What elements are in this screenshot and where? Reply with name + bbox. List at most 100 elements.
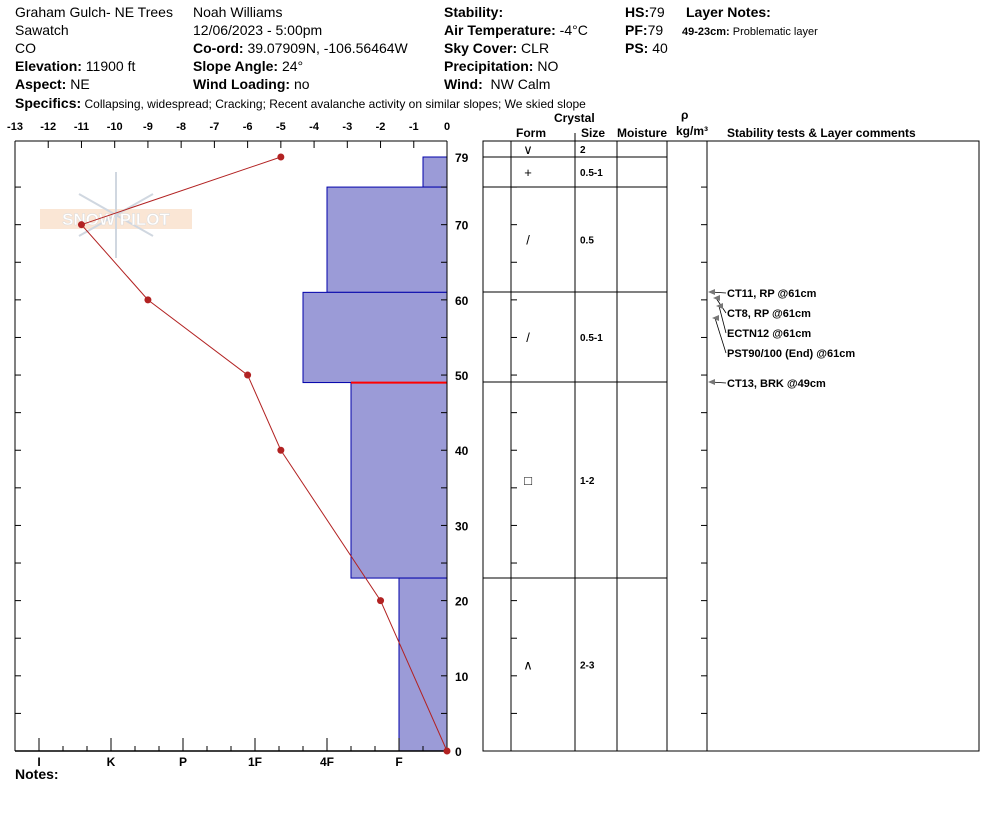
slope-angle: Slope Angle: 24° [193, 58, 304, 74]
temp-tick-label: -2 [376, 121, 386, 133]
form-header: Form [516, 126, 546, 140]
temperature-point [277, 153, 285, 161]
test-arrow-icon [712, 315, 719, 321]
stability-test-label: CT11, RP @61cm [727, 288, 817, 300]
snow-pilot-logo: SNOW PILOT [40, 172, 192, 258]
location: Graham Gulch- NE Trees [15, 4, 173, 20]
size-header: Size [581, 126, 606, 140]
temp-tick-label: -13 [7, 121, 23, 133]
state: CO [15, 40, 36, 56]
aspect: Aspect: NE [15, 76, 90, 92]
test-arrow-icon [713, 295, 720, 301]
grain-size: 0.5-1 [580, 168, 603, 179]
temp-tick-label: -10 [107, 121, 123, 133]
specifics: Specifics: Collapsing, widespread; Crack… [15, 95, 586, 111]
test-arrow-icon [708, 289, 715, 295]
crystal-header: Crystal [554, 111, 595, 125]
ps: PS: 40 [625, 40, 668, 56]
temperature-point [443, 747, 451, 755]
grain-form-icon: ∨ [523, 142, 533, 157]
moisture-header: Moisture [617, 126, 668, 140]
test-arrow-line [718, 305, 727, 334]
depth-tick-label: 40 [455, 444, 469, 458]
comments-header: Stability tests & Layer comments [727, 126, 916, 140]
hs: HS:79 [625, 4, 665, 20]
temp-tick-label: -7 [209, 121, 219, 133]
temp-tick-label: 0 [444, 121, 450, 133]
temp-tick-label: -11 [74, 121, 89, 133]
grain-form-icon: / [526, 330, 530, 345]
temperature-point [277, 446, 285, 454]
hardness-tick-label: P [179, 755, 187, 769]
depth-tick-label: 70 [455, 219, 469, 233]
elevation: Elevation: 11900 ft [15, 58, 136, 74]
grain-form-icon: □ [524, 473, 532, 488]
test-arrow-line [714, 317, 727, 354]
depth-tick-label: 0 [455, 745, 462, 759]
temperature-point [77, 221, 85, 229]
layer-note: 49-23cm: Problematic layer [682, 26, 818, 38]
temp-tick-label: -9 [143, 121, 153, 133]
wind-loading: Wind Loading: no [193, 76, 310, 92]
test-arrow-icon [716, 303, 723, 309]
snowflake-icon [78, 172, 154, 258]
temp-tick-label: -6 [243, 121, 253, 133]
temp-tick-label: -4 [309, 121, 320, 133]
depth-tick-label: 50 [455, 369, 469, 383]
precipitation: Precipitation: NO [444, 58, 559, 74]
stability-test-label: PST90/100 (End) @61cm [727, 348, 855, 360]
temperature-point [377, 597, 385, 605]
depth-tick-label: 79 [455, 151, 469, 165]
grain-size: 1-2 [580, 476, 595, 487]
test-arrow-icon [708, 379, 715, 385]
depth-tick-label: 30 [455, 519, 469, 533]
notes-label: Notes: [15, 766, 59, 782]
hardness-bar [302, 291, 448, 384]
logo-band [40, 209, 192, 229]
rho-header: ρ [681, 108, 689, 122]
temp-tick-label: -8 [176, 121, 186, 133]
hardness-tick-label: I [37, 755, 40, 769]
hardness-tick-label: 1F [248, 755, 262, 769]
grain-form-icon: + [524, 165, 532, 180]
observer: Noah Williams [193, 4, 283, 20]
hardness-tick-label: K [107, 755, 116, 769]
grain-form-icon: ∧ [523, 658, 533, 673]
layer-table [482, 140, 980, 752]
sky-cover: Sky Cover: CLR [444, 40, 550, 56]
density-header: kg/m³ [676, 124, 709, 138]
temp-tick-label: -3 [342, 121, 352, 133]
range: Sawatch [15, 22, 69, 38]
temp-tick-label: -12 [40, 121, 56, 133]
layer-notes-title: Layer Notes: [686, 4, 771, 20]
datetime: 12/06/2023 - 5:00pm [193, 22, 323, 38]
hardness-tick-label: 4F [320, 755, 334, 769]
grain-size: 0.5 [580, 236, 594, 247]
coordinates: Co-ord: 39.07909N, -106.56464W [193, 40, 408, 56]
grain-form-icon: / [526, 233, 530, 248]
wind: Wind: NW Calm [444, 76, 551, 92]
depth-tick-label: 10 [455, 670, 469, 684]
grain-size: 0.5-1 [580, 333, 603, 344]
hardness-bar [326, 186, 448, 293]
hardness-bar [398, 577, 448, 752]
temp-tick-label: -5 [276, 121, 286, 133]
hardness-bar [422, 156, 448, 188]
air-temperature: Air Temperature: -4°C [444, 22, 588, 38]
depth-tick-label: 60 [455, 294, 469, 308]
pf: PF:79 [625, 22, 664, 38]
logo-text: SNOW PILOT [62, 210, 170, 229]
depth-tick-label: 20 [455, 595, 469, 609]
hardness-tick-label: F [395, 755, 402, 769]
temperature-point [244, 371, 252, 379]
stability-test-label: ECTN12 @61cm [727, 328, 811, 340]
grain-size: 2-3 [580, 661, 595, 672]
grain-size: 2 [580, 145, 586, 156]
hardness-bar [350, 382, 448, 579]
stability-test-label: CT8, RP @61cm [727, 308, 811, 320]
stability-test-label: CT13, BRK @49cm [727, 378, 826, 390]
temperature-point [144, 296, 152, 304]
stability: Stability: [444, 4, 504, 20]
